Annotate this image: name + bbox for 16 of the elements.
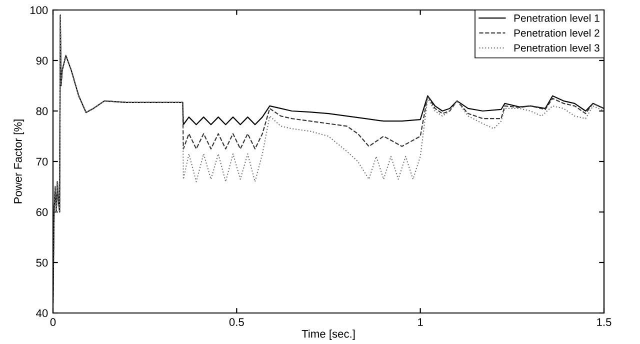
y-axis-title: Power Factor [%] xyxy=(14,120,24,204)
x-tick-label: 1 xyxy=(418,318,423,326)
x-tick-label: 0.5 xyxy=(229,318,244,326)
y-tick-label: 60 xyxy=(36,208,48,216)
y-tick-label: 90 xyxy=(36,56,48,65)
y-tick-label: 80 xyxy=(36,107,48,116)
y-tick-label: 70 xyxy=(36,158,48,166)
x-tick-label: 1.5 xyxy=(597,318,612,326)
x-tick-label: 0 xyxy=(50,318,56,326)
y-tick-label: 100 xyxy=(30,6,48,14)
y-tick-label: 40 xyxy=(36,309,48,318)
legend-label: Penetration level 3 xyxy=(514,44,600,52)
y-tick-label: 50 xyxy=(36,258,48,267)
x-axis-title: Time [sec.] xyxy=(302,330,355,340)
legend-label: Penetration level 2 xyxy=(514,29,600,37)
legend-label: Penetration level 1 xyxy=(514,14,600,22)
